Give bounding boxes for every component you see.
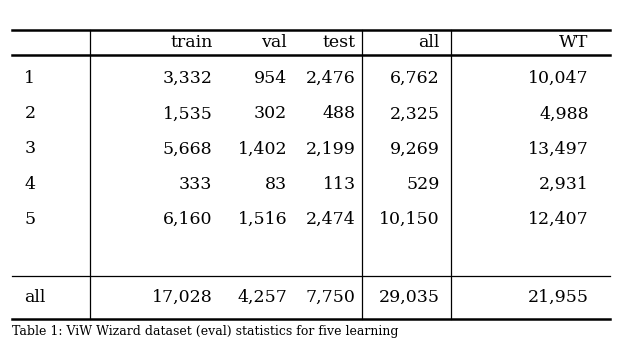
Text: 10,047: 10,047 xyxy=(528,70,588,87)
Text: 488: 488 xyxy=(323,105,356,122)
Text: 10,150: 10,150 xyxy=(379,211,439,228)
Text: 5,668: 5,668 xyxy=(163,141,213,157)
Text: 4,257: 4,257 xyxy=(237,289,287,306)
Text: 2,474: 2,474 xyxy=(306,211,356,228)
Text: 113: 113 xyxy=(323,175,356,192)
Text: all: all xyxy=(24,289,46,306)
Text: 2,931: 2,931 xyxy=(539,175,588,192)
Text: 302: 302 xyxy=(254,105,287,122)
Text: WT: WT xyxy=(559,33,588,50)
Text: 83: 83 xyxy=(265,175,287,192)
Text: 4,988: 4,988 xyxy=(539,105,588,122)
Text: 2: 2 xyxy=(24,105,35,122)
Text: 1,402: 1,402 xyxy=(238,141,287,157)
Text: 3: 3 xyxy=(24,141,35,157)
Text: all: all xyxy=(418,33,439,50)
Text: 9,269: 9,269 xyxy=(389,141,439,157)
Text: 17,028: 17,028 xyxy=(152,289,213,306)
Text: train: train xyxy=(170,33,213,50)
Text: 1: 1 xyxy=(24,70,35,87)
Text: 12,407: 12,407 xyxy=(528,211,588,228)
Text: 529: 529 xyxy=(406,175,439,192)
Text: 333: 333 xyxy=(179,175,213,192)
Text: val: val xyxy=(261,33,287,50)
Text: 29,035: 29,035 xyxy=(378,289,439,306)
Text: 954: 954 xyxy=(254,70,287,87)
Text: 1,535: 1,535 xyxy=(162,105,213,122)
Text: 2,199: 2,199 xyxy=(306,141,356,157)
Text: 4: 4 xyxy=(24,175,35,192)
Text: 3,332: 3,332 xyxy=(162,70,213,87)
Text: 2,476: 2,476 xyxy=(306,70,356,87)
Text: 1,516: 1,516 xyxy=(238,211,287,228)
Text: test: test xyxy=(323,33,356,50)
Text: 6,160: 6,160 xyxy=(163,211,213,228)
Text: 2,325: 2,325 xyxy=(389,105,439,122)
Text: 5: 5 xyxy=(24,211,35,228)
Text: 7,750: 7,750 xyxy=(306,289,356,306)
Text: Table 1: ViW Wizard dataset (eval) statistics for five learning: Table 1: ViW Wizard dataset (eval) stati… xyxy=(12,325,399,338)
Text: 13,497: 13,497 xyxy=(528,141,588,157)
Text: 6,762: 6,762 xyxy=(389,70,439,87)
Text: 21,955: 21,955 xyxy=(527,289,588,306)
